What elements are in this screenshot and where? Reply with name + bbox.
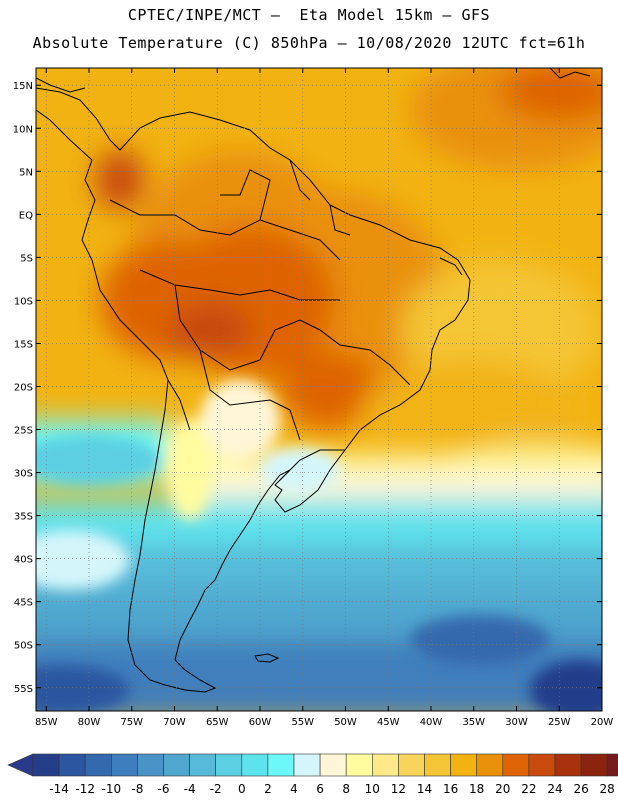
lat-label: 5S <box>20 253 33 264</box>
colorbar-swatch <box>215 753 243 777</box>
colorbar-swatch <box>580 753 608 777</box>
lon-label: 60W <box>249 717 272 728</box>
colorbar-label: -8 <box>131 782 143 796</box>
colorbar-swatch <box>189 753 217 777</box>
temperature-field <box>36 68 602 711</box>
lat-label: 40S <box>14 555 33 566</box>
lon-label: 85W <box>35 717 58 728</box>
lat-label: 15S <box>14 339 33 350</box>
colorbar-swatch <box>267 753 295 777</box>
colorbar-swatch <box>371 753 399 777</box>
lon-label: 65W <box>206 717 229 728</box>
lat-label: 5N <box>19 167 33 178</box>
colorbar-label: -6 <box>158 782 170 796</box>
lat-label: 35S <box>14 512 33 523</box>
colorbar-swatch <box>319 753 347 777</box>
colorbar-swatch <box>163 753 190 777</box>
colorbar-label: 6 <box>316 782 324 796</box>
lon-label: 20W <box>591 717 614 728</box>
colorbar-swatch <box>241 753 269 777</box>
colorbar-swatch <box>502 753 530 777</box>
lon-label: 70W <box>163 717 186 728</box>
colorbar-label: 28 <box>600 782 615 796</box>
lon-label: 80W <box>78 717 101 728</box>
lat-label: EQ <box>19 210 33 221</box>
colorbar-swatch <box>111 753 138 777</box>
lat-label: 45S <box>14 598 33 609</box>
colorbar-label: 16 <box>443 782 458 796</box>
colorbar-swatch <box>606 753 618 777</box>
colorbar-swatch <box>293 753 321 777</box>
colorbar-swatch <box>528 753 556 777</box>
colorbar-label: -2 <box>210 782 222 796</box>
colorbar-label: 24 <box>547 782 562 796</box>
colorbar-label: 22 <box>521 782 536 796</box>
temperature-map: 15N 10N 5N EQ 5S 10S 15S 20S 25S 30S 35S 40S 45S 50S 5… <box>13 67 613 728</box>
lon-label: 45W <box>377 717 400 728</box>
colorbar-swatch <box>476 753 504 777</box>
colorbar-label: -12 <box>75 782 95 796</box>
coastlines <box>36 77 471 693</box>
colorbar-under-arrow <box>7 753 34 777</box>
lat-label: 55S <box>14 684 33 695</box>
colorbar-label: -4 <box>184 782 196 796</box>
colorbar-label: 0 <box>238 782 246 796</box>
colorbar-label: 10 <box>365 782 380 796</box>
lon-label: 75W <box>120 717 143 728</box>
lat-label: 20S <box>14 382 33 393</box>
colorbar-swatch <box>32 753 60 777</box>
lon-label: 30W <box>505 717 528 728</box>
lon-label: 40W <box>420 717 443 728</box>
colorbar-label: 8 <box>342 782 350 796</box>
map-title-line-1: CPTEC/INPE/MCT – Eta Model 15km – GFS <box>127 6 491 24</box>
lat-label: 30S <box>14 469 33 480</box>
colorbar-label: 20 <box>495 782 510 796</box>
lat-label: 10S <box>14 296 33 307</box>
map-frame <box>35 67 603 712</box>
lon-label: 55W <box>291 717 314 728</box>
lat-label: 15N <box>13 81 33 92</box>
latitude-labels: 15N 10N 5N EQ 5S 10S 15S 20S 25S 30S 35S 40S 45S 50S 5… <box>13 81 33 695</box>
lon-label: 35W <box>462 717 485 728</box>
temperature-colorbar: -14 -12 -10 -8 -6 -4 -2 0 2 4 6 8 10 12 14 16 18 20 22 24 26… <box>7 753 618 796</box>
colorbar-label: 4 <box>290 782 298 796</box>
colorbar-swatch <box>84 753 112 777</box>
colorbar-swatch <box>424 753 451 777</box>
longitude-labels: 85W 80W 75W 70W 65W 60W 55W 50W 45W 40W 35W 30W 25W 2… <box>35 717 613 728</box>
colorbar-swatch <box>554 753 582 777</box>
colorbar-swatch <box>137 753 164 777</box>
colorbar-swatch <box>398 753 425 777</box>
colorbar-label: 18 <box>469 782 484 796</box>
colorbar-label: 14 <box>417 782 432 796</box>
colorbar-swatch <box>450 753 478 777</box>
colorbar-swatch <box>345 753 373 777</box>
lon-label: 25W <box>548 717 571 728</box>
map-title-line-2: Absolute Temperature (C) 850hPa – 10/08/… <box>32 34 586 52</box>
colorbar-label: 26 <box>573 782 588 796</box>
lat-label: 50S <box>14 641 33 652</box>
colorbar-label: 12 <box>391 782 406 796</box>
lat-label: 25S <box>14 426 33 437</box>
colorbar-label: -14 <box>49 782 69 796</box>
lat-label: 10N <box>13 124 33 135</box>
colorbar-label: -10 <box>101 782 121 796</box>
colorbar-swatch <box>58 753 86 777</box>
colorbar-label: 2 <box>264 782 272 796</box>
lon-label: 50W <box>334 717 357 728</box>
